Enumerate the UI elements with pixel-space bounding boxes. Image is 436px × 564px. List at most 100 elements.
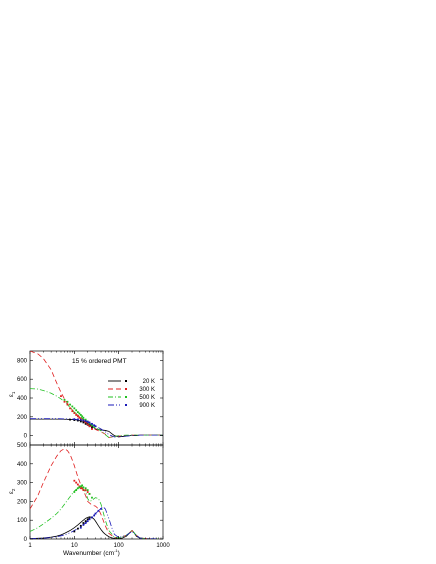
bottom-data-point-900k bbox=[82, 524, 85, 526]
bottom-data-point-300k bbox=[78, 485, 81, 488]
legend: 20 K 300 K 500 K 900 K bbox=[108, 379, 155, 409]
bottom-data-point-20k bbox=[79, 524, 82, 527]
top-data-point-300k bbox=[76, 415, 79, 418]
bottom-data-point-300k bbox=[84, 489, 87, 492]
bottom-data-point-900k bbox=[88, 518, 91, 521]
top-data-point-500k bbox=[88, 422, 91, 425]
bottom-data-point-20k bbox=[84, 520, 87, 523]
legend-label-300k: 300 K bbox=[139, 387, 155, 393]
top-ylabel-main: ε bbox=[8, 394, 15, 397]
top-data-point-900k bbox=[76, 418, 79, 421]
bottom-data-point-20k bbox=[76, 527, 79, 530]
top-data-point-300k bbox=[75, 414, 78, 416]
top-data-point-900k bbox=[94, 425, 97, 428]
bottom-data-point-500k bbox=[86, 489, 89, 492]
bottom-data-point-900k bbox=[86, 520, 89, 523]
top-data-point-900k bbox=[86, 420, 89, 423]
bottom-data-point-20k bbox=[88, 517, 91, 520]
top-data-point-300k bbox=[78, 416, 81, 419]
bottom-ytick-label: 400 bbox=[17, 462, 28, 468]
top-series-line-900k bbox=[30, 418, 163, 438]
bottom-data-point-900k bbox=[94, 512, 97, 515]
xtick-label: 1000 bbox=[156, 543, 170, 549]
legend-marker-900k bbox=[125, 404, 127, 406]
top-series-line-500k bbox=[30, 388, 163, 438]
top-data-point-500k bbox=[66, 400, 69, 403]
top-series-line-300k bbox=[30, 351, 163, 438]
top-data-point-500k bbox=[63, 398, 66, 401]
chart-title: 15 % ordered PMT bbox=[72, 358, 127, 365]
top-data-point-500k bbox=[78, 412, 81, 415]
top-data-point-900k bbox=[73, 418, 76, 421]
top-data-point-300k bbox=[69, 407, 71, 410]
bottom-ylabel-main: ε bbox=[8, 491, 15, 494]
top-data-point-500k bbox=[79, 414, 82, 416]
bottom-data-point-500k bbox=[82, 486, 85, 489]
bottom-data-point-500k bbox=[81, 484, 84, 487]
top-data-point-300k bbox=[66, 403, 69, 406]
bottom-data-point-300k bbox=[73, 479, 76, 482]
top-data-point-900k bbox=[79, 418, 82, 421]
top-ytick-label: 400 bbox=[17, 396, 28, 402]
x-axis-label-main: Wavenumber (cm bbox=[63, 550, 114, 557]
top-data-point-500k bbox=[69, 403, 71, 406]
x-axis-label-end: ) bbox=[118, 550, 120, 557]
bottom-ylabel-sub: 2 bbox=[11, 488, 16, 491]
top-ytick-label: 600 bbox=[17, 377, 28, 383]
top-data-point-500k bbox=[82, 416, 85, 419]
bottom-ytick-label: 300 bbox=[17, 481, 28, 487]
top-ylabel: ε1 bbox=[8, 391, 16, 397]
bottom-panel-frame bbox=[29, 444, 164, 540]
top-data-point-900k bbox=[82, 419, 85, 422]
bottom-data-point-20k bbox=[86, 518, 89, 521]
top-data-point-300k bbox=[63, 400, 66, 403]
svg-text:ε1: ε1 bbox=[8, 391, 16, 397]
top-data-point-300k bbox=[73, 412, 76, 414]
bottom-data-point-500k bbox=[78, 486, 81, 489]
top-data-point-900k bbox=[84, 420, 87, 422]
bottom-data-point-900k bbox=[93, 514, 96, 517]
top-data-point-300k bbox=[71, 410, 74, 413]
top-series-line-20k bbox=[30, 418, 163, 438]
bottom-data-point-500k bbox=[88, 492, 91, 495]
top-data-point-500k bbox=[84, 418, 87, 421]
top-data-point-20k bbox=[76, 419, 79, 422]
top-data-point-300k bbox=[86, 423, 89, 426]
xtick-label: 1 bbox=[28, 543, 32, 549]
bottom-data-point-300k bbox=[75, 481, 78, 484]
xtick-label: 100 bbox=[114, 543, 125, 549]
top-data-point-20k bbox=[82, 421, 85, 424]
top-ylabel-sub: 1 bbox=[11, 391, 16, 394]
top-data-point-500k bbox=[75, 409, 78, 412]
top-data-point-900k bbox=[88, 421, 91, 424]
xtick-label: 10 bbox=[71, 543, 78, 549]
top-data-point-900k bbox=[93, 424, 96, 427]
legend-marker-300k bbox=[125, 388, 127, 390]
top-data-point-20k bbox=[84, 422, 87, 425]
top-data-point-300k bbox=[84, 421, 87, 424]
top-data-point-500k bbox=[73, 407, 76, 410]
legend-label-900k: 900 K bbox=[139, 403, 155, 409]
top-ytick-label: 800 bbox=[17, 358, 28, 364]
top-data-point-20k bbox=[79, 420, 82, 423]
top-data-point-20k bbox=[73, 419, 76, 421]
bottom-data-point-900k bbox=[91, 516, 93, 519]
legend-label-500k: 500 K bbox=[139, 395, 155, 401]
top-data-point-500k bbox=[91, 424, 93, 427]
bottom-data-point-500k bbox=[75, 489, 78, 492]
top-data-point-500k bbox=[71, 405, 74, 408]
bottom-data-point-20k bbox=[73, 530, 76, 533]
bottom-data-point-20k bbox=[82, 522, 85, 524]
bottom-data-point-500k bbox=[79, 485, 82, 488]
top-data-point-20k bbox=[91, 426, 93, 429]
bottom-ytick-label: 100 bbox=[17, 518, 28, 524]
bottom-ytick-label: 200 bbox=[17, 499, 28, 505]
bottom-series-line-300k bbox=[30, 448, 163, 539]
top-data-point-20k bbox=[69, 418, 71, 421]
bottom-data-point-500k bbox=[84, 487, 87, 490]
bottom-data-point-900k bbox=[79, 526, 82, 529]
bottom-data-point-300k bbox=[76, 483, 79, 486]
top-data-point-300k bbox=[88, 425, 91, 428]
bottom-ytick-label-top: 500 bbox=[17, 443, 28, 449]
bottom-series-line-20k bbox=[30, 516, 163, 539]
